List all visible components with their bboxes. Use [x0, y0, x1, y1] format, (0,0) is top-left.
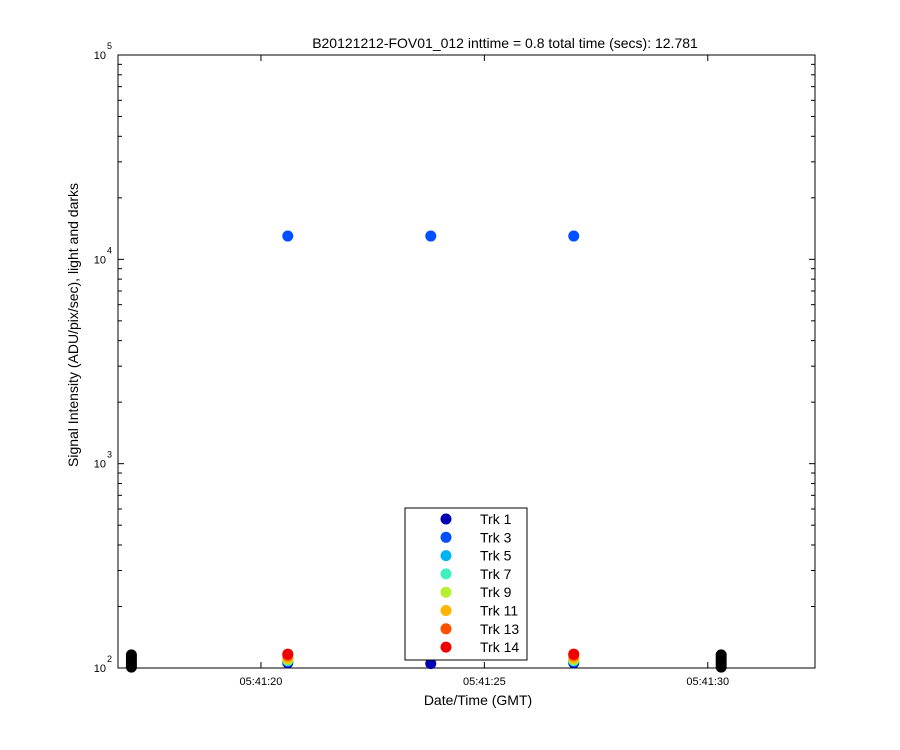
data-point [282, 648, 294, 660]
dark-point [715, 649, 727, 661]
legend-label: Trk 3 [480, 529, 512, 545]
y-tick-exponent: 3 [107, 450, 112, 460]
y-tick-label: 10 [94, 663, 106, 675]
legend-label: Trk 14 [480, 639, 519, 655]
y-tick-exponent: 2 [107, 654, 112, 664]
x-tick-label: 05:41:20 [240, 676, 283, 688]
y-tick-exponent: 4 [107, 245, 112, 255]
legend-marker [440, 623, 452, 635]
legend-label: Trk 5 [480, 548, 512, 564]
x-tick-label: 05:41:30 [686, 676, 729, 688]
x-tick-label: 05:41:25 [463, 676, 506, 688]
data-points [125, 230, 727, 673]
y-tick-label: 10 [94, 459, 106, 471]
legend-label: Trk 7 [480, 566, 512, 582]
legend-marker [440, 531, 452, 543]
legend-marker [440, 513, 452, 525]
legend-marker [440, 641, 452, 653]
y-tick-label: 10 [94, 50, 106, 62]
legend-box [404, 507, 528, 661]
legend-label: Trk 9 [480, 584, 512, 600]
data-point [568, 648, 580, 660]
legend-marker [440, 568, 452, 580]
chart-title: B20121212-FOV01_012 inttime = 0.8 total … [312, 35, 698, 51]
legend-marker [440, 586, 452, 598]
legend-label: Trk 11 [480, 603, 518, 619]
data-point [568, 230, 580, 242]
x-tick-labels: 05:41:20 05:41:25 05:41:30 [240, 676, 730, 688]
data-point [282, 230, 294, 242]
x-axis-label: Date/Time (GMT) [424, 692, 532, 708]
dark-point [125, 649, 137, 661]
legend-label: Trk 13 [480, 621, 519, 637]
legend-label: Trk 1 [480, 511, 512, 527]
legend-marker [440, 550, 452, 562]
legend: Trk 1 Trk 3 Trk 5 Trk 7 Trk 9 Trk 11 Trk 13 Trk… [404, 507, 528, 661]
y-axis-label: Signal Intensity (ADU/pix/sec), light an… [65, 183, 81, 467]
y-tick-exponent: 5 [107, 41, 112, 51]
data-point [425, 658, 437, 670]
data-point [425, 230, 437, 242]
legend-marker [440, 605, 452, 616]
axis-ticks [118, 54, 815, 669]
y-tick-label: 10 [94, 254, 106, 266]
